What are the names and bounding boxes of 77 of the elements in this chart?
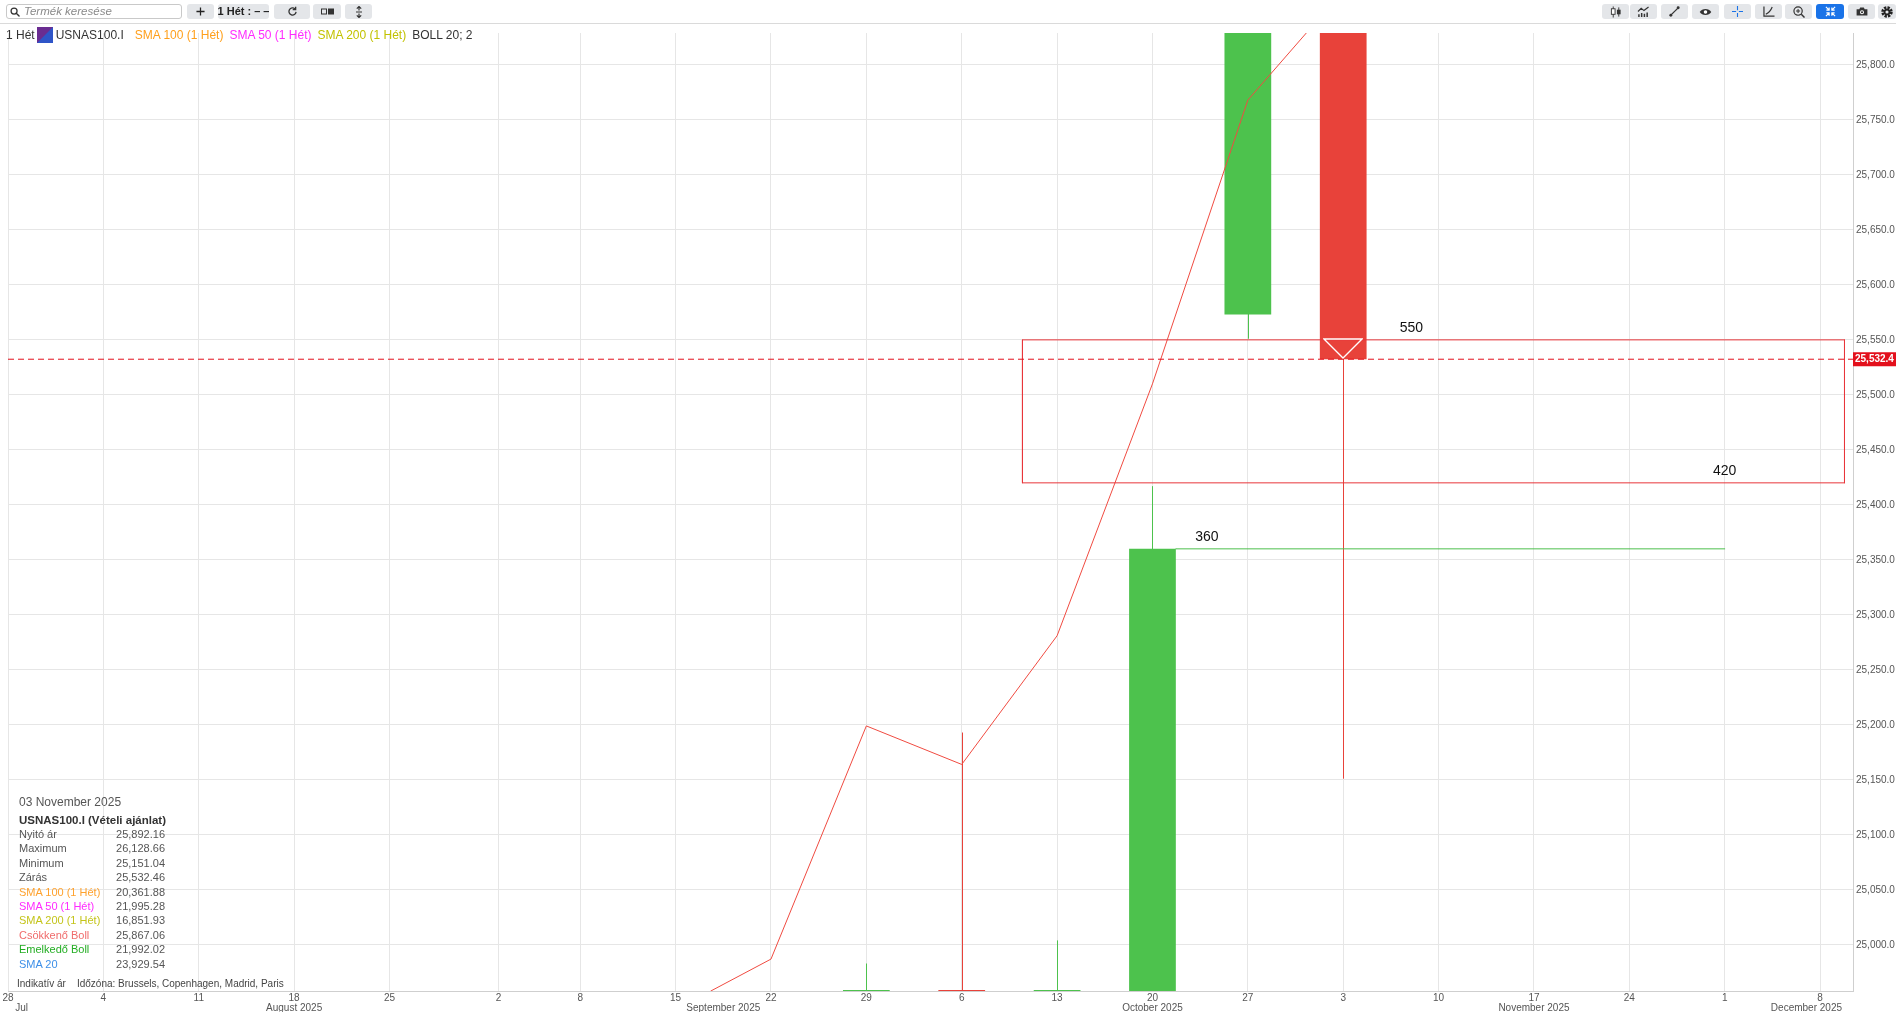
- x-tick-label: 17: [1528, 991, 1540, 1003]
- annotation: Nyitó ár: [19, 828, 57, 840]
- x2-tick-label: September 2025: [686, 1001, 761, 1012]
- annotation: 16,851.93: [116, 913, 165, 928]
- annotation: 25,532.46: [116, 870, 165, 885]
- y-tick-label: 25,100.0: [1856, 828, 1896, 840]
- annotation: Emelkedő Boll: [19, 943, 90, 956]
- annotation: SMA 100 (1 Hét): [19, 885, 101, 898]
- annotation: SMA 100 (1 Hét): [134, 28, 224, 42]
- annotation: 1 Hét: [6, 28, 35, 42]
- annotation: 25,151.04: [116, 855, 165, 871]
- annotation: Csökkenő Boll: [19, 928, 90, 941]
- x-tick-label: 3: [1340, 991, 1347, 1003]
- x-tick-label: 20: [1146, 991, 1159, 1003]
- annotation: 03 November 2025: [19, 795, 123, 809]
- annotation: 26,128.66: [116, 841, 165, 856]
- annotation: 20,361.88: [116, 884, 165, 899]
- x2-tick-label: December 2025: [1770, 1001, 1843, 1012]
- y-tick-label: 25,250.0: [1856, 663, 1896, 675]
- x-tick-label: 27: [1242, 991, 1254, 1003]
- annotation: SMA 50 (1 Hét): [229, 28, 312, 42]
- annotation: 21,995.28: [116, 898, 165, 914]
- y-tick-label: 25,300.0: [1856, 608, 1896, 620]
- x-tick-label: 24: [1623, 991, 1636, 1003]
- y-tick-label: 25,200.0: [1856, 718, 1896, 730]
- annotation: SMA 200 (1 Hét): [19, 914, 101, 927]
- annotation: Zárás: [19, 871, 48, 884]
- annotation: Indikatív ár: [17, 978, 66, 989]
- y-tick-label: 25,650.0: [1856, 223, 1896, 235]
- x-tick-label: 29: [860, 991, 873, 1003]
- annotation: SMA 20: [19, 957, 58, 970]
- annotation: SMA 50 (1 Hét): [19, 899, 95, 912]
- annotation: Maximum: [19, 842, 67, 855]
- annotation: SMA 200 (1 Hét): [317, 28, 407, 42]
- y-tick-label: 25,500.0: [1856, 388, 1896, 400]
- annotation: 25,892.16: [116, 827, 165, 842]
- x-tick-label: 18: [288, 991, 301, 1003]
- annotation: 21,992.02: [116, 942, 165, 957]
- y-tick-label: 25,000.0: [1856, 938, 1896, 950]
- x-tick-label: 10: [1433, 991, 1445, 1003]
- annotation: 420: [1713, 461, 1737, 478]
- y-tick-label: 25,450.0: [1856, 443, 1896, 455]
- x-tick-label: 8: [577, 991, 584, 1003]
- y-tick-label: 25,800.0: [1856, 58, 1896, 70]
- x2-tick-label: August 2025: [266, 1001, 323, 1012]
- x-tick-label: 8: [1817, 991, 1824, 1003]
- x-tick-label: 13: [1051, 991, 1064, 1003]
- annotation: 25,867.06: [116, 927, 165, 943]
- x2-tick-label: Jul: [15, 1001, 29, 1012]
- y-tick-label: 25,150.0: [1856, 773, 1896, 785]
- x-tick-label: 6: [958, 991, 965, 1003]
- annotation: Időzóna: Brussels, Copenhagen, Madrid, Paris: [76, 978, 284, 989]
- y-tick-label: 25,750.0: [1856, 113, 1896, 125]
- x-tick-label: 1: [1721, 991, 1728, 1003]
- y-tick-label: 25,050.0: [1856, 883, 1896, 895]
- y-tick-label: 25,600.0: [1856, 278, 1896, 290]
- annotation: Minimum: [19, 856, 64, 869]
- annotation: USNAS100.I: [55, 28, 124, 42]
- annotation: USNAS100.I (Vételi ajánlat): [19, 813, 166, 827]
- y-tick-label: 25,350.0: [1856, 553, 1896, 565]
- y-tick-label: 25,700.0: [1856, 168, 1896, 180]
- x-tick-label: 15: [670, 991, 682, 1003]
- x2-tick-label: November 2025: [1498, 1001, 1570, 1012]
- x-tick-label: 28: [2, 991, 14, 1003]
- annotation: 23,929.54: [116, 956, 165, 971]
- x-tick-label: 11: [193, 991, 205, 1003]
- y-tick-label: 25,550.0: [1856, 333, 1896, 345]
- ref-line-label: 25,532.4: [1855, 352, 1895, 364]
- annotation: 360: [1195, 527, 1219, 544]
- x-tick-label: 2: [495, 991, 502, 1003]
- x-tick-label: 4: [100, 991, 107, 1003]
- annotation: BOLL 20; 2: [412, 28, 473, 42]
- x-tick-label: 25: [383, 991, 396, 1003]
- annotation: 550: [1399, 318, 1424, 335]
- x-tick-label: 22: [765, 991, 777, 1003]
- y-tick-label: 25,400.0: [1856, 498, 1896, 510]
- x2-tick-label: October 2025: [1122, 1001, 1184, 1012]
